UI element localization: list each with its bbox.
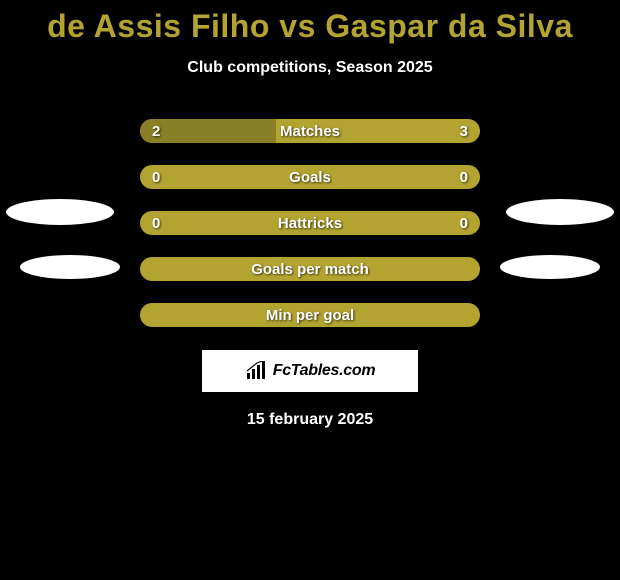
bar-min-per-goal: Min per goal <box>140 303 480 327</box>
bar-goals: 0 Goals 0 <box>140 165 480 189</box>
page-title: de Assis Filho vs Gaspar da Silva <box>0 0 620 45</box>
bar-label: Min per goal <box>266 307 354 324</box>
bar-label: Hattricks <box>278 215 342 232</box>
chart-icon <box>245 361 269 381</box>
bar-hattricks: 0 Hattricks 0 <box>140 211 480 235</box>
date-line: 15 february 2025 <box>0 411 620 429</box>
avatar-left-1 <box>6 199 114 225</box>
bar-value-left: 0 <box>152 169 160 186</box>
avatar-right-1 <box>506 199 614 225</box>
bar-fill <box>140 119 276 143</box>
comparison-bars: 2 Matches 3 0 Goals 0 0 Hattricks 0 Goal… <box>140 119 480 327</box>
page-subtitle: Club competitions, Season 2025 <box>0 59 620 77</box>
credit-box: FcTables.com <box>201 349 419 393</box>
bar-value-left: 2 <box>152 123 160 140</box>
bar-value-right: 0 <box>460 169 468 186</box>
bar-value-left: 0 <box>152 215 160 232</box>
bar-label: Goals per match <box>251 261 369 278</box>
credit-text: FcTables.com <box>273 362 376 380</box>
bar-value-right: 3 <box>460 123 468 140</box>
bar-matches: 2 Matches 3 <box>140 119 480 143</box>
bar-goals-per-match: Goals per match <box>140 257 480 281</box>
bar-value-right: 0 <box>460 215 468 232</box>
bar-label: Goals <box>289 169 331 186</box>
avatar-right-2 <box>500 255 600 279</box>
avatar-left-2 <box>20 255 120 279</box>
bar-label: Matches <box>280 123 340 140</box>
